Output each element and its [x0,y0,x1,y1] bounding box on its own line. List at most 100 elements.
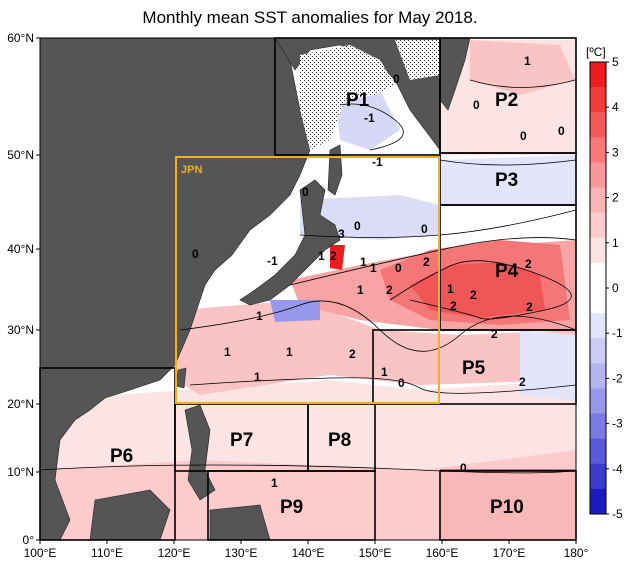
anomaly-patch [470,40,575,95]
contour-label: 1 [254,370,261,384]
colorbar-tick-label: 2 [612,191,619,205]
region-label-p5: P5 [462,358,486,379]
colorbar-segment [590,262,606,289]
lat-label: 60°N [7,31,34,45]
region-label-p2: P2 [495,90,518,111]
colorbar-tick-label: 4 [612,100,619,114]
contour-label: 1 [360,255,367,269]
colorbar-tick-label: 1 [612,236,619,250]
anomaly-patch [520,330,576,400]
region-label-p10: P10 [490,497,524,518]
contour-label-group: 1 0 -1 0 0 0 -1 0 0 3 0 0 1 -1 2 1 1 0 2… [192,54,565,490]
region-label-jpn: JPN [181,164,202,176]
contour-label: 1 [370,261,377,275]
contour-label: 1 [271,476,278,490]
colorbar-segment [590,463,606,490]
contour-label: 2 [470,288,477,302]
axis-tick-marks [36,37,577,544]
colorbar-tick-label: -5 [612,507,623,521]
contour-label: 1 [357,283,364,297]
contour-label: -1 [372,155,383,169]
colorbar-segment [590,288,606,314]
region-label-p8: P8 [328,430,351,451]
contour-label: 1 [256,309,263,323]
contour-label: 0 [421,222,428,236]
lat-label: 40°N [7,242,34,256]
colorbar-tick-label: -1 [612,326,623,340]
colorbar-unit: [ºC] [586,45,606,59]
contour-label: 1 [381,365,388,379]
colorbar-tick-label: 0 [612,281,619,295]
contour-label: 0 [395,261,402,275]
contour-label: 1 [224,345,231,359]
land-indonesia [209,504,271,540]
colorbar-segment [590,388,606,415]
colorbar-segment [590,137,606,163]
contour-label: 2 [450,299,457,313]
contour-label: -1 [364,111,375,125]
contour-label: 1 [524,54,531,68]
region-label-p6: P6 [110,446,133,467]
anomaly-patch [335,90,400,150]
contour-label: 0 [302,185,309,199]
colorbar-ticks: 5 4 3 2 1 0 -1 -2 -3 -4 -5 [606,55,623,521]
anomaly-patch [410,262,545,318]
lat-label: 30°N [7,323,34,337]
region-label-p3: P3 [495,170,518,191]
colorbar-tick-label: -4 [612,462,623,476]
contour-label: 2 [491,327,498,341]
lon-label: 170°E [493,546,526,560]
sea-ice [300,45,395,150]
contour-label: 0 [393,72,400,86]
contour-label: 1 [447,282,454,296]
lon-label: 160°E [426,546,459,560]
contour-label: 2 [349,347,356,361]
contour-label: 3 [338,227,345,241]
anomaly-patch [440,470,576,540]
contour-label: -1 [267,254,278,268]
colorbar-tick-label: -2 [612,371,623,385]
contour-label: 0 [398,376,405,390]
anomaly-patch [175,300,576,395]
contour-label: 0 [460,461,467,475]
colorbar-segment [590,363,606,389]
colorbar-segment [590,413,606,440]
colorbar-segment [590,338,606,364]
lat-label: 10°N [7,465,34,479]
region-label-p9: P9 [280,497,303,518]
land-borneo [89,489,171,540]
contour-label: 0 [520,129,527,143]
colorbar-segment [590,438,606,465]
lat-label: 20°N [7,397,34,411]
sea-ice [395,40,440,80]
lon-label: 130°E [225,546,258,560]
colorbar-segment [590,313,606,339]
lon-label: 140°E [292,546,325,560]
lon-label: 110°E [91,546,123,560]
contour-label: 2 [525,257,532,271]
region-label-p4: P4 [495,261,519,282]
map-title: Monthly mean SST anomalies for May 2018. [142,8,478,27]
lon-label: 100°E [24,546,57,560]
lon-label: 180° [564,546,589,560]
region-label-p7: P7 [230,430,253,451]
box-jpn [175,156,440,404]
contour-label: 0 [558,124,565,138]
colorbar-segment [590,62,606,88]
contour-label: 2 [423,255,430,269]
colorbar-segment [590,237,606,264]
colorbar-segment [590,87,606,113]
anomaly-patch [440,155,576,205]
anomaly-patch [270,300,320,322]
colorbar-segment [590,212,606,239]
colorbar-tick-label: 5 [612,55,619,69]
contour-label: 0 [473,98,480,112]
contour-label: 2 [386,283,393,297]
lon-label: 120°E [158,546,191,560]
contour-label: 1 [318,249,325,263]
colorbar [590,62,606,515]
lat-label: 50°N [7,148,34,162]
colorbar-segment [590,488,606,515]
anomaly-patch [330,245,345,270]
contour-label: 0 [354,219,361,233]
